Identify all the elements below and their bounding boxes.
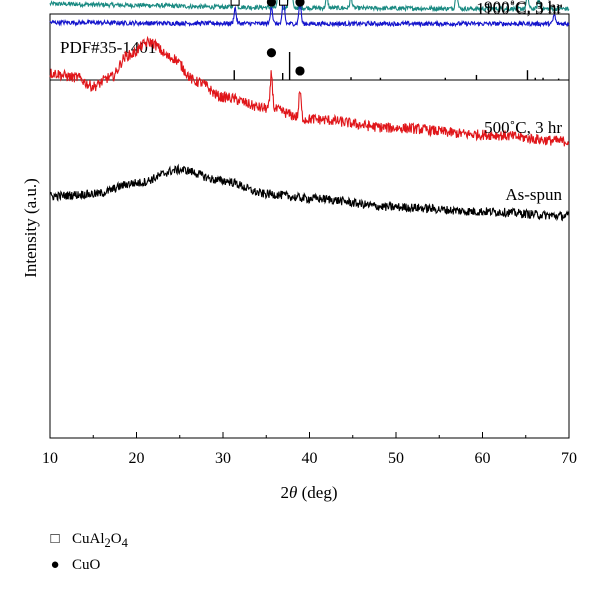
- x-tick-label-4: 50: [388, 450, 404, 467]
- legend-label-cuo: CuO: [72, 557, 101, 573]
- reference-label: PDF#35-1401: [60, 38, 156, 57]
- x-axis: 10 20 30 40 50 60 70: [42, 432, 577, 467]
- series-label-1: 900˚C, 3 hr: [484, 0, 562, 16]
- legend-cuo: ● CuO: [48, 557, 100, 574]
- legend-label-cual2o4: CuAl2O4: [72, 531, 128, 550]
- series-label-0: 1100˚C, 3 hr: [476, 0, 562, 18]
- series-line-0: [49, 0, 570, 13]
- phase-markers: [230, 0, 305, 76]
- phase-marker-0: [230, 0, 240, 6]
- open-square-icon: □: [50, 531, 60, 547]
- phase-marker-5: [295, 66, 305, 76]
- phase-marker-2: [266, 0, 277, 7]
- x-tick-label-1: 20: [129, 450, 145, 467]
- series-line-2: [49, 35, 570, 147]
- legend-cual2o4: □ CuAl2O4: [48, 531, 128, 551]
- series-line-3: [49, 163, 570, 222]
- series-line-1: [49, 0, 570, 28]
- phase-marker-1: [278, 0, 289, 6]
- y-axis-label: Intensity (a.u.): [21, 178, 40, 278]
- diffraction-traces: [49, 0, 570, 222]
- series-label-2: 500˚C, 3 hr: [484, 118, 562, 137]
- x-tick-label-6: 70: [561, 450, 577, 467]
- x-tick-label-0: 10: [42, 450, 58, 467]
- phase-marker-3: [295, 0, 305, 7]
- x-axis-label: 2θ (deg): [281, 483, 338, 502]
- reference-peaks: [233, 52, 560, 80]
- phase-marker-4: [266, 48, 277, 58]
- x-tick-label-2: 30: [215, 450, 231, 467]
- x-tick-label-5: 60: [475, 450, 491, 467]
- series-label-3: As-spun: [505, 185, 562, 204]
- x-tick-label-3: 40: [302, 450, 318, 467]
- filled-circle-icon: ●: [50, 557, 60, 573]
